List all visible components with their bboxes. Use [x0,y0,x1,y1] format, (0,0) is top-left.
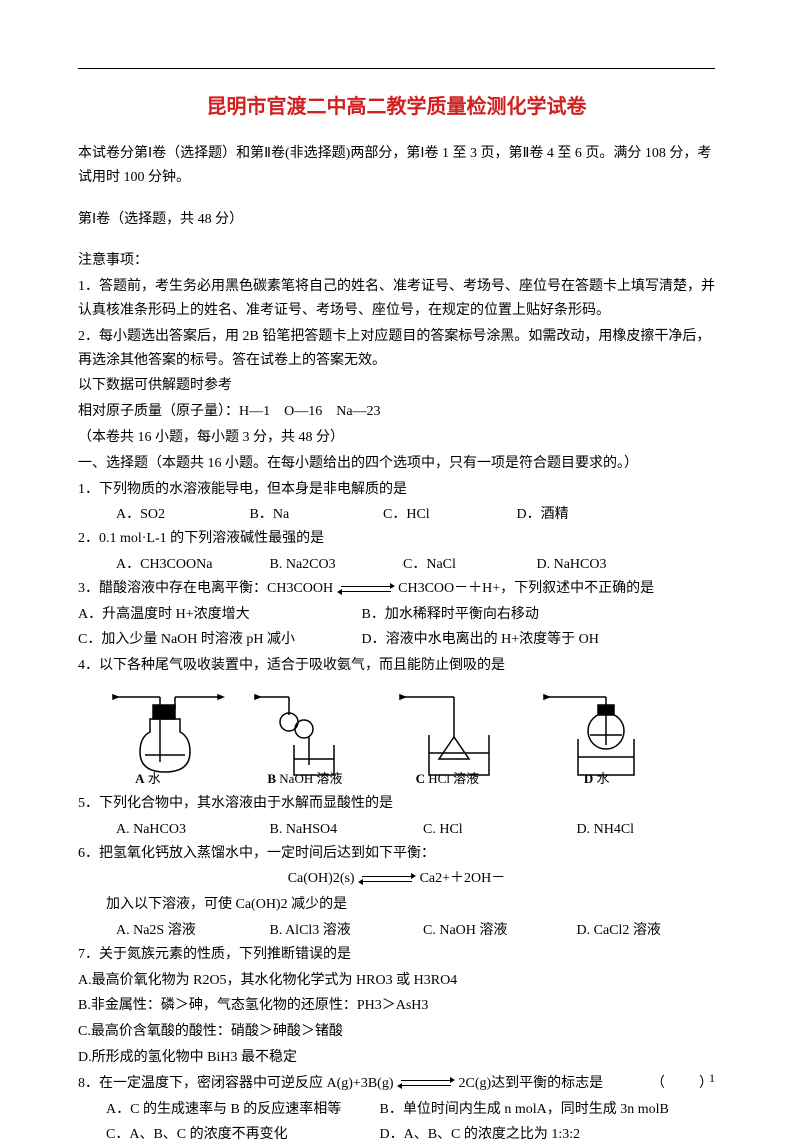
q3-line: 3．醋酸溶液中存在电离平衡：CH3COOH CH3COO－＋H+，下列叙述中不正… [78,577,715,601]
part1-header: 第Ⅰ卷（选择题，共 48 分） [78,208,715,232]
q7-opt-a: A.最高价氧化物为 R2O5，其水化物化学式为 HRO3 或 H3RO4 [78,969,715,993]
q5-opt-c: C. HCl [423,818,573,842]
q8-text-main: 8．在一定温度下，密闭容器中可逆反应 A(g)+3B(g) [78,1076,394,1091]
q5-options: A. NaHCO3 B. NaHSO4 C. HCl D. NH4Cl [78,818,715,842]
q2-opt-c: C．NaCl [403,553,533,577]
exam-title: 昆明市官渡二中高二教学质量检测化学试卷 [78,90,715,124]
q4-sol-c: HCl 溶液 [428,771,479,786]
q7-opt-d: D.所形成的氢化物中 BiH3 最不稳定 [78,1046,715,1070]
q6-equation: Ca(OH)2(s) Ca2+＋2OH－ [78,867,715,891]
notice-3: 以下数据可供解题时参考 [78,374,715,398]
q8-opt-d: D．A、B、C 的浓度之比为 1:3:2 [380,1123,581,1147]
equilibrium-arrow-icon [401,1078,451,1088]
notice-2: 2．每小题选出答案后，用 2B 铅笔把答题卡上对应题目的答案标号涂黑。如需改动，… [78,325,715,373]
q8-row1: A．C 的生成速率与 B 的反应速率相等 B．单位时间内生成 n molA，同时… [78,1098,715,1122]
q1-opt-a: A．SO2 [116,503,246,527]
q2-text: 2．0.1 mol·L-1 的下列溶液碱性最强的是 [78,527,715,551]
q3-opt-c: C．加入少量 NaOH 时溶液 pH 减小 [78,628,358,652]
q4-sol-a: 水 [148,771,161,786]
q2-opt-b: B. Na2CO3 [270,553,400,577]
notice-header: 注意事项： [78,249,715,273]
q6-opt-d: D. CaCl2 溶液 [577,919,661,943]
page-number: 1 [709,1068,715,1088]
q1-options: A．SO2 B．Na C．HCl D．酒精 [78,503,715,527]
q3-opt-b: B．加水稀释时平衡向右移动 [362,603,539,627]
q2-options: A．CH3COONa B. Na2CO3 C．NaCl D. NaHCO3 [78,553,715,577]
intro-paragraph: 本试卷分第Ⅰ卷（选择题）和第Ⅱ卷(非选择题)两部分，第Ⅰ卷 1 至 3 页，第Ⅱ… [78,142,715,190]
top-rule [78,68,715,69]
q1-opt-c: C．HCl [383,503,513,527]
q4-sol-b: NaOH 溶液 [279,771,342,786]
q7-opt-c: C.最高价含氧酸的酸性：硝酸＞砷酸＞锗酸 [78,1020,715,1044]
notice-1: 1．答题前，考生务必用黑色碳素笔将自己的姓名、准考证号、考场号、座位号在答题卡上… [78,275,715,323]
q4-label-b: B [267,771,276,786]
q3-row1: A．升高温度时 H+浓度增大 B．加水稀释时平衡向右移动 [78,603,715,627]
notice-4: 相对原子质量（原子量）：H—1 O—16 Na—23 [78,400,715,424]
q4-sol-d: 水 [597,771,610,786]
q2-opt-d: D. NaHCO3 [537,553,607,577]
q8-line: 8．在一定温度下，密闭容器中可逆反应 A(g)+3B(g) 2C(g)达到平衡的… [78,1072,715,1096]
q5-opt-b: B. NaHSO4 [270,818,420,842]
q6-text2: 加入以下溶液，可使 Ca(OH)2 减少的是 [78,893,715,917]
q6-options: A. Na2S 溶液 B. AlCl3 溶液 C. NaOH 溶液 D. CaC… [78,919,715,943]
q6-opt-a: A. Na2S 溶液 [116,919,266,943]
q6-opt-b: B. AlCl3 溶液 [270,919,420,943]
q4-label-c: C [416,771,425,786]
q4-diagram-c: C HCl 溶液 [394,687,524,792]
q6-opt-c: C. NaOH 溶液 [423,919,573,943]
q8-opt-a: A．C 的生成速率与 B 的反应速率相等 [106,1098,376,1122]
q4-label-a: A [135,771,144,786]
q8-opt-b: B．单位时间内生成 n molA，同时生成 3n molB [380,1098,669,1122]
q3-row2: C．加入少量 NaOH 时溶液 pH 减小 D．溶液中水电离出的 H+浓度等于 … [78,628,715,652]
q5-text: 5．下列化合物中，其水溶液由于水解而显酸性的是 [78,792,715,816]
q1-opt-d: D．酒精 [517,503,569,527]
q8-opt-c: C．A、B、C 的浓度不再变化 [106,1123,376,1147]
section-1-header: 一、选择题（本题共 16 小题。在每小题给出的四个选项中，只有一项是符合题目要求… [78,452,715,476]
q6-eq-post: Ca2+＋2OH－ [420,871,506,886]
notice-5: （本卷共 16 小题，每小题 3 分，共 48 分） [78,426,715,450]
q6-text1: 6．把氢氧化钙放入蒸馏水中，一定时间后达到如下平衡： [78,842,715,866]
q6-eq-pre: Ca(OH)2(s) [288,871,355,886]
q4-diagram-d: D 水 [538,687,668,792]
q3-text-pre: 3．醋酸溶液中存在电离平衡：CH3COOH [78,581,333,596]
q4-diagram-b: B NaOH 溶液 [249,687,379,792]
q5-opt-a: A. NaHCO3 [116,818,266,842]
q7-text: 7．关于氮族元素的性质，下列推断错误的是 [78,943,715,967]
q4-diagram-row: A 水 B NaOH 溶液 [98,682,715,792]
q5-opt-d: D. NH4Cl [577,818,635,842]
q3-opt-a: A．升高温度时 H+浓度增大 [78,603,358,627]
q4-label-d: D [584,771,593,786]
q3-opt-d: D．溶液中水电离出的 H+浓度等于 OH [362,628,599,652]
equilibrium-arrow-icon [362,874,412,884]
q1-opt-b: B．Na [250,503,380,527]
q3-text-post: CH3COO－＋H+，下列叙述中不正确的是 [398,581,654,596]
q4-diagram-a: A 水 [105,687,235,792]
q4-text: 4．以下各种尾气吸收装置中，适合于吸收氨气，而且能防止倒吸的是 [78,654,715,678]
equilibrium-arrow-icon [341,584,391,594]
q8-text-post: 2C(g)达到平衡的标志是 [459,1076,604,1091]
q7-opt-b: B.非金属性：磷＞砷，气态氢化物的还原性：PH3＞AsH3 [78,994,715,1018]
q1-text: 1．下列物质的水溶液能导电，但本身是非电解质的是 [78,478,715,502]
q2-opt-a: A．CH3COONa [116,553,266,577]
q8-parens: （ ） [651,1072,715,1096]
q8-row2: C．A、B、C 的浓度不再变化 D．A、B、C 的浓度之比为 1:3:2 [78,1123,715,1147]
